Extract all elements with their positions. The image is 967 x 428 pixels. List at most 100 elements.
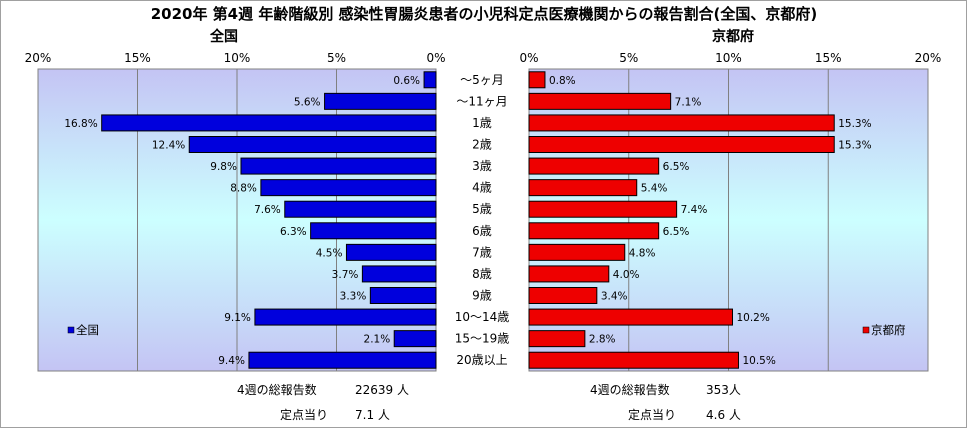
right-bar [528,92,672,110]
left-data-label: 9.1% [224,312,251,324]
left-bar [393,330,437,348]
left-per-value: 7.1 人 [355,408,390,422]
right-tick-label: 0% [519,51,538,65]
right-bar [528,114,835,132]
left-bar [324,92,437,110]
left-total-label: 4週の総報告数 [237,382,317,397]
left-data-label: 9.8% [210,161,237,173]
left-subtitle: 全国 [209,28,238,45]
right-total-value: 353人 [706,383,741,397]
left-tick-label: 15% [124,51,151,65]
left-bar [361,265,437,283]
category-label: 10～14歳 [455,310,510,324]
category-label: 8歳 [472,267,492,281]
right-bar [528,287,598,304]
right-tick-label: 5% [619,51,638,65]
right-bar [528,265,610,283]
left-data-label: 9.4% [218,355,245,367]
right-bar [528,136,835,153]
right-data-label: 6.5% [663,226,690,238]
left-bar [101,114,437,132]
right-tick-label: 20% [915,51,942,65]
left-data-label: 6.3% [280,226,307,238]
left-data-label: 5.6% [294,96,321,108]
right-bar [528,222,660,240]
category-label: 6歳 [472,224,492,238]
right-tick-label: 15% [815,51,842,65]
left-bar [310,222,437,240]
right-data-label: 10.2% [736,312,769,324]
category-label: 1歳 [472,116,492,130]
category-label: 5歳 [472,202,492,216]
left-legend-label: 全国 [76,323,99,337]
right-data-label: 4.8% [629,247,656,259]
right-bar [528,308,733,326]
right-data-label: 0.8% [549,75,576,87]
left-data-label: 3.7% [332,269,359,281]
right-subtitle: 京都府 [712,28,754,45]
right-data-label: 3.4% [601,291,628,303]
category-label: 3歳 [472,159,492,173]
category-label: 2歳 [472,138,492,152]
right-bar [528,179,638,197]
left-bar [284,200,437,218]
category-label: 15～19歳 [455,332,510,346]
category-label: ～11ヶ月 [456,94,507,108]
right-legend-swatch [862,326,870,334]
left-data-label: 7.6% [254,204,281,216]
left-data-label: 8.8% [230,183,257,195]
right-per-value: 4.6 人 [706,408,741,422]
left-bar [345,243,437,261]
category-label: ～5ヶ月 [460,73,504,87]
left-tick-label: 10% [224,51,251,65]
right-bar [528,330,586,348]
right-data-label: 15.3% [838,140,871,152]
category-label: 9歳 [472,289,492,303]
right-data-label: 10.5% [742,355,775,367]
left-data-label: 12.4% [152,140,185,152]
left-data-label: 3.3% [340,291,367,303]
left-bar [254,308,437,326]
category-label: 20歳以上 [456,353,507,367]
category-label: 4歳 [472,181,492,195]
right-data-label: 7.4% [681,204,708,216]
left-tick-label: 20% [25,51,52,65]
right-data-label: 15.3% [838,118,871,130]
right-per-label: 定点当り [628,407,676,422]
right-plot-area: 0% 5% 10% 15% 20% 0.8% 7.1% 15.3% 15.3% 6.5% 5.4% 7… [519,51,942,372]
left-bar [248,351,437,369]
left-data-label: 16.8% [64,118,97,130]
left-data-label: 2.1% [364,334,391,346]
left-tick-label: 5% [327,51,346,65]
right-data-label: 4.0% [613,269,640,281]
right-bar [528,243,626,261]
left-tick-label: 0% [426,51,445,65]
right-data-label: 6.5% [663,161,690,173]
left-bar [240,157,437,175]
right-data-label: 2.8% [589,334,616,346]
right-data-label: 5.4% [641,183,668,195]
left-legend: 全国 [67,323,99,337]
left-total-value: 22639 人 [355,383,409,397]
right-bar [528,351,739,369]
left-data-label: 0.6% [393,75,420,87]
left-bar [260,179,437,197]
left-plot-area: 20% 15% 10% 5% 0% 0.6% 5.6% 16.8% 12.4% 9.8% 8.8% 7… [25,51,446,372]
right-bar [528,200,678,218]
right-bar [528,157,660,175]
left-bar [423,71,437,89]
category-label: 7歳 [472,245,492,259]
left-per-label: 定点当り [280,407,328,422]
left-bar [369,287,437,304]
chart-title: 2020年 第4週 年齢階級別 感染性胃腸炎患者の小児科定点医療機関からの報告割… [151,5,818,23]
right-tick-label: 10% [715,51,742,65]
right-data-label: 7.1% [675,96,702,108]
left-bar [188,136,437,153]
right-total-label: 4週の総報告数 [590,382,670,397]
right-legend: 京都府 [862,323,906,337]
category-axis: ～5ヶ月 ～11ヶ月 1歳 2歳 3歳 4歳 5歳 6歳 7歳 8歳 9歳 10～14歳 15～19歳 2… [455,73,510,367]
left-legend-swatch [67,326,75,334]
right-legend-label: 京都府 [871,323,906,337]
left-data-label: 4.5% [316,247,343,259]
